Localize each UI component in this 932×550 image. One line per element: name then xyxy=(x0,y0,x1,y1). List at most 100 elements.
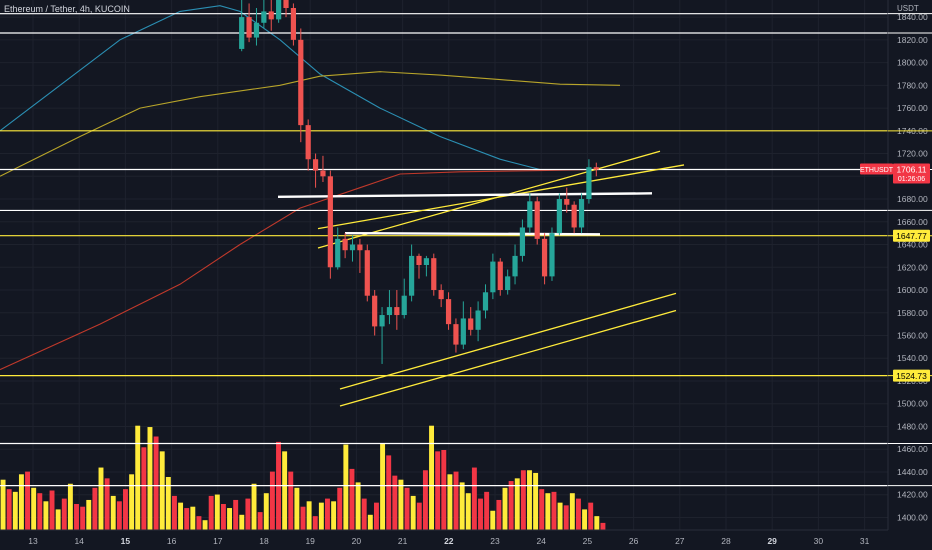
candle-body[interactable] xyxy=(290,8,297,40)
y-tick-label: 1460.00 xyxy=(897,444,928,454)
candle-body[interactable] xyxy=(505,276,511,291)
candle-body[interactable] xyxy=(239,17,245,49)
volume-bar xyxy=(233,499,239,531)
volume-bar xyxy=(257,512,263,531)
candle-body[interactable] xyxy=(571,204,577,228)
candle-body[interactable] xyxy=(312,159,319,171)
candle-body[interactable] xyxy=(586,167,592,200)
candle-body[interactable] xyxy=(475,310,481,330)
candle-body[interactable] xyxy=(409,255,415,296)
candle-body[interactable] xyxy=(394,307,400,316)
volume-bar xyxy=(214,494,220,531)
candle-body[interactable] xyxy=(320,170,326,177)
x-tick-label: 15 xyxy=(121,536,131,546)
candle-body[interactable] xyxy=(305,125,311,160)
volume-bar xyxy=(508,481,514,531)
volume-bar xyxy=(184,508,190,531)
candle-body[interactable] xyxy=(372,295,378,327)
candle-body[interactable] xyxy=(468,318,474,330)
candle-body[interactable] xyxy=(246,17,252,38)
volume-bar xyxy=(349,468,355,531)
candle-body[interactable] xyxy=(564,199,570,205)
x-tick-label: 26 xyxy=(629,536,639,546)
trendline[interactable] xyxy=(339,309,677,407)
volume-bar xyxy=(557,502,563,531)
candle-body[interactable] xyxy=(335,238,341,268)
candle-body[interactable] xyxy=(268,11,274,20)
candle-body[interactable] xyxy=(497,261,503,291)
x-tick-label: 29 xyxy=(767,536,777,546)
volume-bar xyxy=(276,441,281,531)
volume-bar xyxy=(600,522,606,531)
volume-bar xyxy=(153,436,159,531)
x-tick-label: 30 xyxy=(814,536,824,546)
volume-bar xyxy=(208,495,214,531)
candle-body[interactable] xyxy=(541,238,548,277)
trendline[interactable] xyxy=(339,292,677,390)
y-tick-label: 1660.00 xyxy=(897,217,928,227)
volume-bar xyxy=(294,487,300,531)
volume-bar xyxy=(159,451,165,531)
volume-bar xyxy=(343,444,349,531)
volume-bar xyxy=(74,504,79,531)
volume-bar xyxy=(465,493,471,531)
candle-body[interactable] xyxy=(519,227,526,256)
y-tick-label: 1640.00 xyxy=(897,240,928,250)
candle-body[interactable] xyxy=(431,258,437,291)
candle-body[interactable] xyxy=(261,11,267,23)
volume-bar xyxy=(367,514,373,531)
y-tick-label: 1500.00 xyxy=(897,399,928,409)
volume-bar xyxy=(392,475,398,531)
candle-body[interactable] xyxy=(327,176,333,268)
candle-body[interactable] xyxy=(578,199,585,228)
candle-body[interactable] xyxy=(298,39,304,126)
volume-bar xyxy=(220,504,226,531)
candle-body[interactable] xyxy=(512,255,518,277)
y-tick-label: 1800.00 xyxy=(897,58,928,68)
candle-body[interactable] xyxy=(276,0,282,20)
volume-bar xyxy=(171,495,177,531)
trendline[interactable] xyxy=(317,164,685,230)
currency-label: USDT xyxy=(897,4,919,13)
volume-bar xyxy=(459,482,465,531)
candle-body[interactable] xyxy=(364,250,370,296)
candle-body[interactable] xyxy=(283,0,289,8)
candle-body[interactable] xyxy=(253,22,260,38)
candle-body[interactable] xyxy=(534,201,540,239)
candle-body[interactable] xyxy=(453,324,459,345)
volume-bar xyxy=(318,502,324,531)
volume-bar xyxy=(410,495,416,531)
volume-bar xyxy=(80,506,86,531)
volume-bar xyxy=(490,510,496,531)
candle-body[interactable] xyxy=(357,244,363,251)
candle-body[interactable] xyxy=(460,318,466,345)
trendline[interactable] xyxy=(317,150,661,249)
volume-bar xyxy=(202,520,208,531)
candle-body[interactable] xyxy=(342,238,348,251)
trendline[interactable] xyxy=(344,231,601,236)
candle-body[interactable] xyxy=(423,258,429,265)
candle-body[interactable] xyxy=(556,199,562,234)
volume-bar xyxy=(239,514,245,531)
candle-body[interactable] xyxy=(482,292,489,311)
candle-body[interactable] xyxy=(445,299,452,325)
x-tick-label: 23 xyxy=(490,536,500,546)
volume-bar xyxy=(588,502,594,531)
candle-body[interactable] xyxy=(593,167,599,170)
volume-bar xyxy=(245,498,251,531)
candle-body[interactable] xyxy=(401,295,407,316)
volume-bar xyxy=(306,501,312,531)
candle-body[interactable] xyxy=(386,307,393,316)
volume-bar xyxy=(361,498,367,531)
candle-body[interactable] xyxy=(549,233,555,277)
candle-body[interactable] xyxy=(438,290,444,300)
candle-body[interactable] xyxy=(416,255,422,265)
candle-body[interactable] xyxy=(349,244,356,251)
x-tick-label: 22 xyxy=(444,536,454,546)
volume-bar xyxy=(61,498,67,531)
candle-body[interactable] xyxy=(490,261,496,293)
candle-body[interactable] xyxy=(379,315,385,327)
candle-body[interactable] xyxy=(527,201,533,228)
